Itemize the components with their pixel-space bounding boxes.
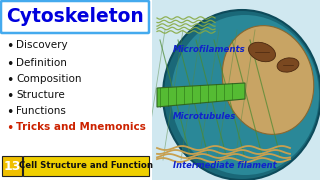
Text: Microtubules: Microtubules [173, 112, 236, 121]
Ellipse shape [171, 15, 319, 175]
Text: •: • [6, 40, 13, 53]
Text: Microfilaments: Microfilaments [173, 45, 246, 54]
Text: •: • [6, 90, 13, 103]
Text: Discovery: Discovery [16, 40, 68, 50]
FancyBboxPatch shape [1, 1, 149, 33]
Text: 13: 13 [3, 159, 21, 172]
Text: Composition: Composition [16, 74, 82, 84]
Text: Cytoskeleton: Cytoskeleton [6, 8, 144, 26]
Ellipse shape [163, 10, 320, 180]
Text: •: • [6, 106, 13, 119]
Text: •: • [6, 74, 13, 87]
Text: Tricks and Mnemonics: Tricks and Mnemonics [16, 122, 146, 132]
Bar [23, 156, 149, 176]
Polygon shape [157, 83, 245, 107]
Text: Definition: Definition [16, 58, 67, 68]
Bar [0, 0, 152, 180]
Bar [2, 156, 22, 176]
Text: Intermediate filament: Intermediate filament [173, 161, 276, 170]
Text: Cell Structure and Function: Cell Structure and Function [19, 161, 153, 170]
Text: •: • [6, 122, 13, 135]
Text: Structure: Structure [16, 90, 65, 100]
FancyBboxPatch shape [152, 0, 320, 180]
Text: •: • [6, 58, 13, 71]
Ellipse shape [277, 58, 299, 72]
Ellipse shape [249, 42, 276, 62]
Text: Functions: Functions [16, 106, 66, 116]
Ellipse shape [222, 26, 314, 134]
